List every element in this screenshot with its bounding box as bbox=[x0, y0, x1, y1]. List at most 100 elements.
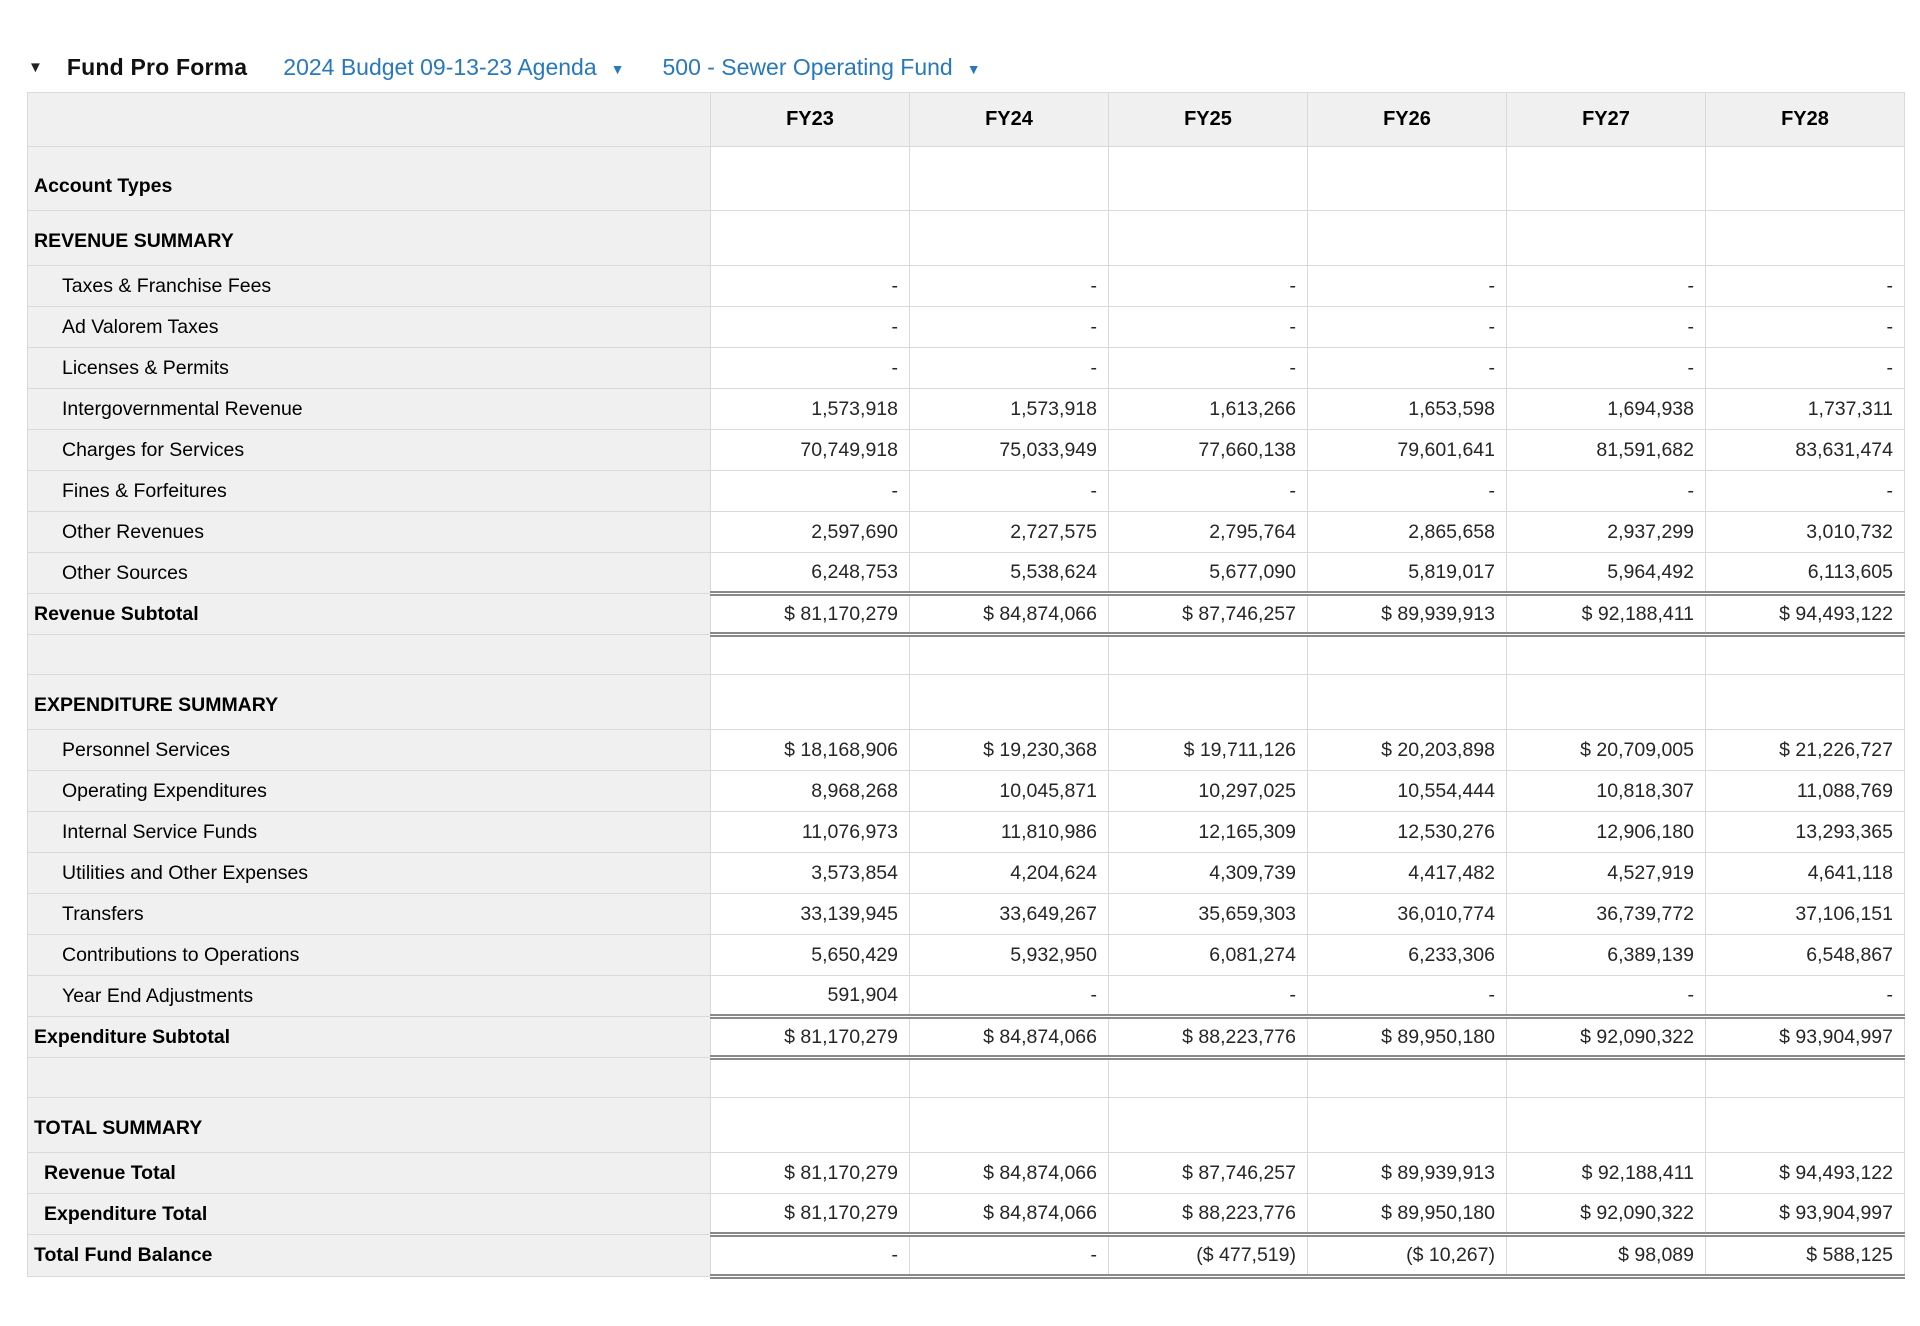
cell-value: 12,906,180 bbox=[1506, 811, 1706, 853]
table-row: REVENUE SUMMARY bbox=[27, 210, 1905, 266]
cell-value: 37,106,151 bbox=[1705, 893, 1905, 935]
cell-value: 5,677,090 bbox=[1108, 552, 1308, 594]
cell-value: - bbox=[1108, 306, 1308, 348]
table-row: Revenue Total $ 81,170,279 $ 84,874,066 $ 8… bbox=[27, 1152, 1905, 1194]
cell-value: $ 84,874,066 bbox=[909, 1152, 1109, 1194]
cell-value: 75,033,949 bbox=[909, 429, 1109, 471]
table-row: Personnel Services $ 18,168,906 $ 19,230,3… bbox=[27, 729, 1905, 771]
cell-value: $ 18,168,906 bbox=[710, 729, 910, 771]
table-row bbox=[27, 634, 1905, 675]
cell-value: 4,417,482 bbox=[1307, 852, 1507, 894]
cell-value bbox=[1108, 674, 1308, 730]
cell-value: - bbox=[710, 306, 910, 348]
cell-value: 1,737,311 bbox=[1705, 388, 1905, 430]
row-label: Charges for Services bbox=[27, 429, 711, 471]
cell-value: 4,204,624 bbox=[909, 852, 1109, 894]
table-row bbox=[27, 1057, 1905, 1098]
cell-value: 11,088,769 bbox=[1705, 770, 1905, 812]
cell-value: 4,309,739 bbox=[1108, 852, 1308, 894]
cell-value: 11,810,986 bbox=[909, 811, 1109, 853]
collapse-caret-icon[interactable]: ▼ bbox=[28, 58, 43, 76]
cell-value: $ 84,874,066 bbox=[909, 1193, 1109, 1235]
cell-value: 10,045,871 bbox=[909, 770, 1109, 812]
cell-value: 4,641,118 bbox=[1705, 852, 1905, 894]
cell-value: ($ 10,267) bbox=[1307, 1232, 1507, 1279]
cell-value: $ 94,493,122 bbox=[1705, 591, 1905, 637]
row-label: Fines & Forfeitures bbox=[27, 470, 711, 512]
cell-value: 2,937,299 bbox=[1506, 511, 1706, 553]
cell-value: 2,727,575 bbox=[909, 511, 1109, 553]
cell-value: 12,165,309 bbox=[1108, 811, 1308, 853]
row-label: Other Sources bbox=[27, 552, 711, 594]
cell-value: - bbox=[710, 265, 910, 307]
cell-value: 33,139,945 bbox=[710, 893, 910, 935]
cell-value bbox=[710, 1097, 910, 1153]
chevron-down-icon: ▼ bbox=[610, 60, 625, 77]
chevron-down-icon: ▼ bbox=[966, 60, 981, 77]
cell-value: 6,389,139 bbox=[1506, 934, 1706, 976]
cell-value bbox=[1506, 1057, 1706, 1098]
row-label: Contributions to Operations bbox=[27, 934, 711, 976]
header-corner-cell bbox=[27, 92, 711, 147]
cell-value: - bbox=[1705, 306, 1905, 348]
cell-value bbox=[909, 210, 1109, 266]
cell-value: 4,527,919 bbox=[1506, 852, 1706, 894]
cell-value: $ 94,493,122 bbox=[1705, 1152, 1905, 1194]
cell-value: 79,601,641 bbox=[1307, 429, 1507, 471]
cell-value: 3,573,854 bbox=[710, 852, 910, 894]
cell-value bbox=[1705, 210, 1905, 266]
row-label: Transfers bbox=[27, 893, 711, 935]
cell-value: $ 93,904,997 bbox=[1705, 1014, 1905, 1060]
cell-value: 1,573,918 bbox=[909, 388, 1109, 430]
table-row: Ad Valorem Taxes - - - - - - bbox=[27, 306, 1905, 348]
cell-value bbox=[1307, 674, 1507, 730]
cell-value bbox=[1307, 210, 1507, 266]
table-row: Operating Expenditures 8,968,268 10,045,87… bbox=[27, 770, 1905, 812]
cell-value: - bbox=[1108, 347, 1308, 389]
row-label: Revenue Subtotal bbox=[27, 593, 711, 635]
cell-value bbox=[1108, 1057, 1308, 1098]
row-label: Internal Service Funds bbox=[27, 811, 711, 853]
cell-value bbox=[1705, 1097, 1905, 1153]
cell-value: 591,904 bbox=[710, 975, 910, 1017]
table-row: TOTAL SUMMARY bbox=[27, 1097, 1905, 1153]
cell-value: 6,248,753 bbox=[710, 552, 910, 594]
cell-value: - bbox=[1705, 347, 1905, 389]
cell-value: $ 92,188,411 bbox=[1506, 1152, 1706, 1194]
row-label: Ad Valorem Taxes bbox=[27, 306, 711, 348]
fund-selector-dropdown[interactable]: 500 - Sewer Operating Fund ▼ bbox=[662, 54, 980, 81]
row-label: Licenses & Permits bbox=[27, 347, 711, 389]
row-label: Taxes & Franchise Fees bbox=[27, 265, 711, 307]
cell-value bbox=[909, 634, 1109, 675]
cell-value bbox=[1506, 634, 1706, 675]
cell-value: 6,113,605 bbox=[1705, 552, 1905, 594]
table-row: Contributions to Operations 5,650,429 5,93… bbox=[27, 934, 1905, 976]
cell-value: 77,660,138 bbox=[1108, 429, 1308, 471]
cell-value: 5,650,429 bbox=[710, 934, 910, 976]
cell-value: $ 92,188,411 bbox=[1506, 591, 1706, 637]
cell-value: 3,010,732 bbox=[1705, 511, 1905, 553]
cell-value: 36,010,774 bbox=[1307, 893, 1507, 935]
row-label: Intergovernmental Revenue bbox=[27, 388, 711, 430]
cell-value: $ 87,746,257 bbox=[1108, 1152, 1308, 1194]
cell-value: $ 81,170,279 bbox=[710, 1014, 910, 1060]
cell-value: $ 87,746,257 bbox=[1108, 591, 1308, 637]
budget-selector-dropdown[interactable]: 2024 Budget 09-13-23 Agenda ▼ bbox=[283, 54, 624, 81]
table-row: Licenses & Permits - - - - - - bbox=[27, 347, 1905, 389]
cell-value: 2,865,658 bbox=[1307, 511, 1507, 553]
cell-value bbox=[1705, 634, 1905, 675]
cell-value: - bbox=[1705, 265, 1905, 307]
cell-value: 5,538,624 bbox=[909, 552, 1109, 594]
cell-value: - bbox=[1705, 470, 1905, 512]
pro-forma-table: FY23 FY24 FY25 FY26 FY27 FY28 Account Types RE… bbox=[27, 92, 1905, 1279]
cell-value bbox=[710, 210, 910, 266]
cell-value: - bbox=[1307, 265, 1507, 307]
column-header: FY26 bbox=[1307, 92, 1507, 147]
cell-value bbox=[1307, 146, 1507, 211]
table-row: Revenue Subtotal $ 81,170,279 $ 84,874,066… bbox=[27, 591, 1905, 637]
cell-value: 10,554,444 bbox=[1307, 770, 1507, 812]
cell-value bbox=[1506, 674, 1706, 730]
cell-value bbox=[1506, 146, 1706, 211]
row-label: Operating Expenditures bbox=[27, 770, 711, 812]
cell-value: - bbox=[1307, 975, 1507, 1017]
